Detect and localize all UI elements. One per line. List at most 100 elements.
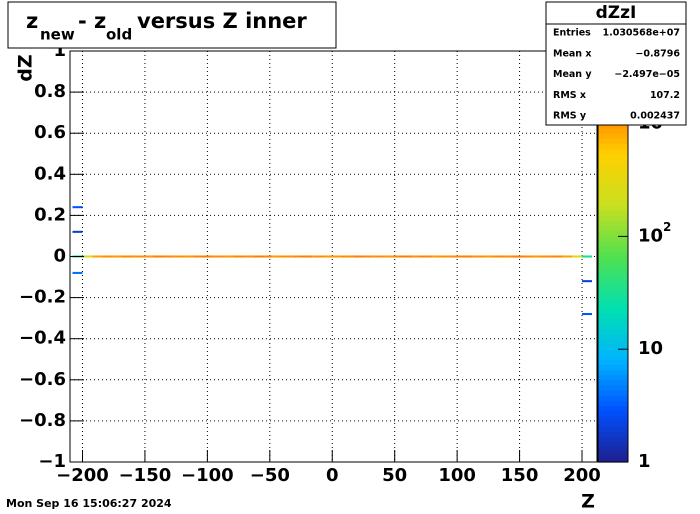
footer-date: Mon Sep 16 15:06:27 2024	[6, 497, 172, 510]
heat-cell	[202, 255, 213, 258]
palette-strip	[598, 323, 628, 330]
palette-strip	[598, 379, 628, 386]
palette-strip	[598, 456, 628, 463]
stats-value: 0.002437	[630, 111, 680, 122]
palette-strip	[598, 384, 628, 391]
heat-cell	[442, 255, 453, 258]
heat-cell	[582, 313, 593, 316]
palette-strip	[598, 205, 628, 211]
palette-strip	[598, 348, 628, 355]
heat-cell	[252, 255, 263, 258]
x-tick-label: 0	[326, 465, 339, 486]
heat-cell	[72, 271, 83, 274]
title-box	[7, 1, 337, 49]
z-tick-label: 10	[638, 338, 663, 359]
palette-strip	[598, 271, 628, 278]
palette-strip	[598, 246, 628, 252]
palette-strip	[598, 215, 628, 222]
heat-cell	[502, 255, 513, 258]
palette-strip	[598, 400, 628, 407]
z-tick-label: 1	[638, 451, 651, 472]
palette-strip	[598, 364, 628, 371]
palette-strip	[598, 235, 628, 242]
palette-strip	[598, 328, 628, 335]
palette-strip	[598, 189, 628, 196]
palette-strip	[598, 122, 628, 129]
palette-strip	[598, 194, 628, 201]
palette-strip	[598, 138, 628, 145]
palette-strip	[598, 354, 628, 360]
x-tick-label: −100	[181, 465, 234, 486]
palette-strip	[598, 297, 628, 304]
palette-strip	[598, 395, 628, 401]
y-tick-label: −1	[38, 451, 66, 472]
heat-cell	[512, 255, 523, 258]
heat-cell	[292, 255, 303, 258]
palette-strip	[598, 230, 628, 237]
heat-cell	[102, 255, 113, 258]
palette-strip	[598, 148, 628, 155]
palette-strip	[598, 431, 628, 437]
heat-cell	[142, 255, 153, 258]
heat-cell	[362, 255, 373, 258]
palette-strip	[598, 199, 628, 206]
palette-strip	[598, 153, 628, 160]
y-tick-label: −0.6	[19, 369, 66, 390]
heat-cell	[402, 255, 413, 258]
palette-strip	[598, 415, 628, 422]
heat-cell	[332, 255, 343, 258]
palette-strip	[598, 184, 628, 191]
palette-strip	[598, 241, 628, 247]
palette-strip	[598, 251, 628, 258]
palette-strip	[598, 169, 628, 175]
heat-cell	[302, 255, 313, 258]
palette-strip	[598, 210, 628, 216]
heat-cell	[92, 255, 103, 258]
palette-strip	[598, 426, 628, 432]
heat-cell	[562, 255, 573, 258]
palette-strip	[598, 179, 628, 186]
palette-strip	[598, 343, 628, 350]
heat-cell	[182, 255, 193, 258]
heat-cell	[192, 255, 203, 258]
heat-cell	[462, 255, 473, 258]
x-tick-label: 50	[382, 465, 407, 486]
palette-strip	[598, 338, 628, 345]
heat-cell	[282, 255, 293, 258]
stats-label: RMS x	[553, 90, 586, 101]
palette-strip	[598, 143, 628, 150]
heat-cell	[472, 255, 483, 258]
heat-cell	[412, 255, 423, 258]
palette-strip	[598, 313, 628, 319]
palette-strip	[598, 451, 628, 458]
heat-cell	[582, 280, 593, 283]
palette-strip	[598, 164, 628, 170]
palette-strip	[598, 359, 628, 365]
heat-cell	[72, 206, 83, 209]
palette-strip	[598, 256, 628, 263]
heat-cell	[372, 255, 383, 258]
heat-cell	[262, 255, 273, 258]
palette-strip	[598, 446, 628, 453]
stats-label: RMS y	[553, 111, 587, 122]
palette-strip	[598, 405, 628, 412]
palette-strip	[598, 292, 628, 299]
stats-label: Entries	[553, 28, 591, 39]
palette-strip	[598, 333, 628, 340]
heat-cell	[552, 255, 563, 258]
palette-strip	[598, 174, 628, 181]
heat-cell	[162, 255, 173, 258]
heat-cell	[222, 255, 233, 258]
heat-cell	[322, 255, 333, 258]
heat-cell	[172, 255, 183, 258]
y-tick-label: 0.6	[34, 122, 66, 143]
x-tick-label: 100	[438, 465, 476, 486]
x-tick-label: 200	[563, 465, 601, 486]
heat-cell	[82, 255, 93, 258]
cells	[72, 206, 593, 316]
palette-strip	[598, 302, 628, 309]
palette-strip	[598, 266, 628, 273]
heat-cell	[382, 255, 393, 258]
heat-cell	[432, 255, 443, 258]
